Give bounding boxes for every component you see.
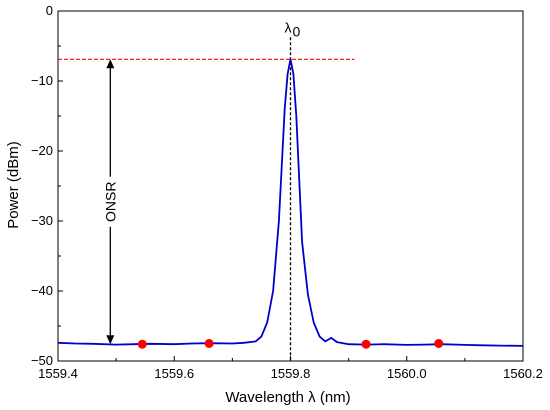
noise-sample-point xyxy=(137,339,147,349)
spectrum-line xyxy=(57,58,524,347)
x-axis: 1559.4 1559.6 1559.8 1560.0 1560.2 xyxy=(38,356,543,381)
onsr-arrowhead-top xyxy=(106,59,115,69)
y-axis: −50 −40 −30 −20 −10 0 xyxy=(31,3,63,368)
noise-sample-point xyxy=(434,339,444,348)
noise-sample-point xyxy=(204,339,214,348)
y-tick-label: 0 xyxy=(46,3,53,18)
x-tick-label: 1560.0 xyxy=(387,366,427,381)
center-wavelength-label: λ xyxy=(285,19,292,35)
y-tick-label: −50 xyxy=(31,353,53,368)
center-wavelength-subscript: 0 xyxy=(293,23,301,39)
x-tick-label: 1560.2 xyxy=(503,366,543,381)
onsr-label: ONSR xyxy=(102,182,118,222)
y-tick-label: −40 xyxy=(31,283,53,298)
series-layer xyxy=(57,58,524,347)
noise-sample-point xyxy=(361,339,371,349)
marker-layer xyxy=(137,339,444,349)
x-tick-label: 1559.4 xyxy=(38,366,78,381)
x-tick-label: 1559.8 xyxy=(271,366,311,381)
y-axis-title: Power (dBm) xyxy=(5,141,22,229)
annotations: λ 0 ONSR xyxy=(58,19,355,361)
onsr-arrowhead-bottom xyxy=(106,335,115,345)
y-tick-label: −20 xyxy=(31,143,53,158)
x-tick-label: 1559.6 xyxy=(154,366,194,381)
y-tick-label: −30 xyxy=(31,213,53,228)
x-axis-title: Wavelength λ (nm) xyxy=(225,389,350,406)
y-tick-label: −10 xyxy=(31,73,53,88)
